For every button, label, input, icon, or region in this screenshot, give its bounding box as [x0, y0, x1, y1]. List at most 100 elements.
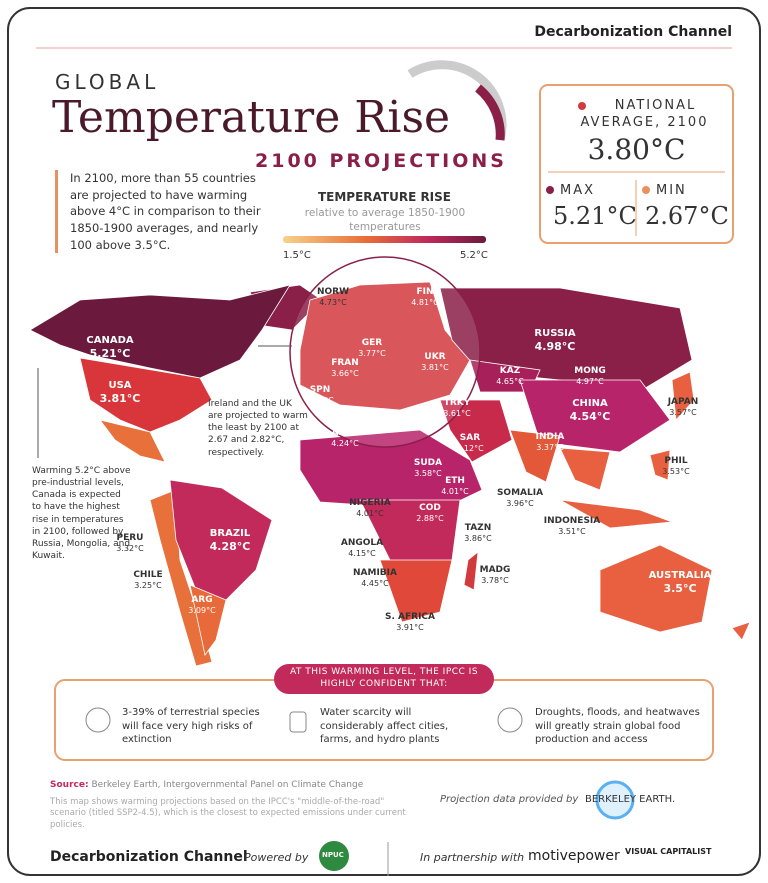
- country-value: 3.66°C: [331, 368, 359, 378]
- country-value: 3.61°C: [443, 408, 471, 418]
- country-label: NAMIBIA 4.45°C: [353, 568, 397, 588]
- icon: [289, 711, 307, 733]
- country-name: NIGERIA: [349, 498, 391, 508]
- country-label: KAZ 4.65°C: [496, 366, 523, 386]
- country-label: AUSTRALIA 3.5°C: [649, 570, 712, 595]
- country-value: 5.21°C: [89, 347, 131, 360]
- country-label: SUDA 3.58°C: [414, 458, 442, 478]
- country-name: ETH: [445, 476, 465, 486]
- country-name: CANADA: [86, 335, 134, 346]
- confidence-item: 3-39% of terrestrial species will face v…: [122, 707, 260, 745]
- country-name: NAMIBIA: [353, 568, 397, 578]
- stats-box: [539, 84, 734, 244]
- country-label: COD 2.88°C: [416, 503, 443, 523]
- country-value: 3.81°C: [99, 392, 141, 405]
- subtitle: 2100 PROJECTIONS: [255, 150, 507, 172]
- country-label: FIN 4.81°C: [411, 287, 438, 307]
- country-label: PHIL 3.53°C: [662, 456, 689, 476]
- npuc-logo: [319, 841, 349, 871]
- country-label: ARG 3.09°C: [188, 595, 215, 615]
- min-value: 2.67°C: [645, 202, 729, 230]
- country-value: 4.28°C: [209, 540, 251, 553]
- country-name: JAPAN: [667, 397, 699, 407]
- min-label: MIN: [656, 183, 687, 198]
- country-label: SPN 3.97°C: [306, 385, 333, 405]
- country-value: 3.57°C: [669, 407, 697, 417]
- country-label: FRAN 3.66°C: [331, 358, 359, 378]
- country-label: S. AFRICA 3.91°C: [385, 612, 435, 632]
- provider: BERKELEY EARTH.: [585, 794, 676, 805]
- country-name: CHINA: [572, 398, 608, 409]
- legend-gradient: [283, 236, 486, 243]
- country-label: UKR 3.81°C: [421, 352, 448, 372]
- country-value: 3.81°C: [421, 362, 449, 372]
- country-name: ARG: [191, 595, 213, 605]
- npuc: NPUC: [322, 851, 344, 859]
- country-name: SPN: [309, 385, 331, 395]
- powered-by: Powered by: [244, 851, 309, 864]
- annotation-uk: Ireland and the UK are projected to warm…: [208, 399, 308, 458]
- country-label: RUSSIA 4.98°C: [534, 328, 575, 353]
- country-label: CHINA 4.54°C: [570, 398, 611, 423]
- country-name: MONG: [574, 366, 606, 376]
- icon: [85, 707, 111, 733]
- country-value: 4.73°C: [319, 297, 347, 307]
- country-name: RUSSIA: [534, 328, 576, 339]
- legend-title: TEMPERATURE RISE: [317, 190, 451, 204]
- dot: [546, 186, 554, 194]
- country-value: 3.09°C: [188, 605, 216, 615]
- country-label: MONG 4.97°C: [574, 366, 606, 386]
- title: Temperature Rise: [52, 92, 451, 143]
- country-label: MADG 3.78°C: [480, 565, 511, 585]
- country-name: S. AFRICA: [385, 612, 435, 622]
- country-label: TAZN 3.86°C: [464, 523, 491, 543]
- country-value: 4.01°C: [441, 486, 469, 496]
- country-name: AUSTRALIA: [648, 570, 712, 581]
- country-name: COD: [419, 503, 441, 513]
- country-name: SUDA: [413, 458, 443, 468]
- country-label: CANADA 5.21°C: [86, 335, 133, 360]
- country-value: 4.81°C: [411, 297, 439, 307]
- partner: motivepower: [528, 848, 620, 864]
- country-label: SAR 4.12°C: [456, 433, 483, 453]
- country-value: 3.97°C: [306, 395, 334, 405]
- dot: [578, 102, 586, 110]
- country-name: NORW: [316, 287, 350, 297]
- country-name: ANGOLA: [340, 538, 384, 548]
- country-label: PERU 3.32°C: [116, 533, 143, 553]
- avg-label: NATIONAL AVERAGE, 2100: [580, 98, 709, 130]
- country-value: 4.97°C: [576, 376, 604, 386]
- country-label: GER 3.77°C: [358, 338, 385, 358]
- avg-value: 3.80°C: [587, 133, 686, 166]
- country-name: INDONESIA: [543, 516, 601, 526]
- max-label: MAX: [560, 183, 596, 198]
- country-value: 4.54°C: [569, 410, 611, 423]
- source: Source: Berkeley Earth, Intergovernmenta…: [50, 780, 363, 790]
- country-label: ANGOLA 4.15°C: [341, 538, 383, 558]
- logo-glow: [595, 780, 635, 820]
- country-label: BRAZIL 4.28°C: [210, 528, 251, 553]
- country-value: 3.51°C: [558, 526, 586, 536]
- icon: [497, 707, 523, 733]
- country-value: 3.91°C: [396, 622, 424, 632]
- country-name: PHIL: [664, 456, 688, 466]
- country-value: 4.15°C: [348, 548, 376, 558]
- country-name: TRKY: [443, 398, 471, 408]
- legend-max: 5.2°C: [460, 250, 488, 261]
- country-name: PERU: [116, 533, 144, 543]
- europe-zoom: [289, 256, 481, 448]
- country-value: 3.58°C: [414, 468, 442, 478]
- legend-min: 1.5°C: [283, 250, 311, 261]
- country-label: CHILE 3.25°C: [133, 570, 162, 590]
- country-value: 4.01°C: [356, 508, 384, 518]
- country-name: SAR: [459, 433, 481, 443]
- annotation-canada: Warming 5.2°C above pre-industrial level…: [32, 466, 131, 561]
- footer-brand: Decarbonization Channel: [50, 849, 248, 865]
- country-label: INDONESIA 3.51°C: [544, 516, 600, 536]
- country-value: 4.98°C: [534, 340, 576, 353]
- provided-by: Projection data provided by: [440, 794, 579, 805]
- banner: [274, 664, 494, 694]
- country-value: 3.86°C: [464, 533, 492, 543]
- country-label: SOMALIA 3.96°C: [497, 488, 543, 508]
